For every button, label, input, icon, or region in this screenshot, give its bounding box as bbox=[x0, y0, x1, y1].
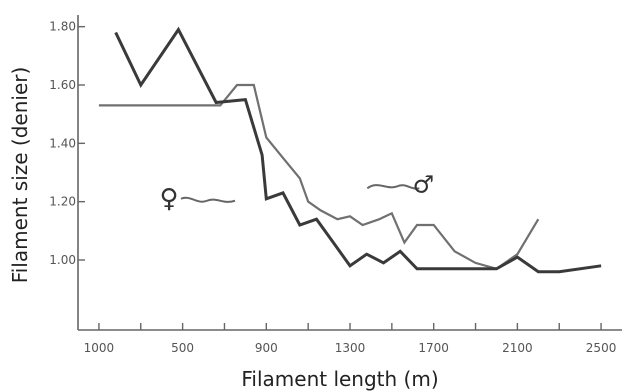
series-line-female bbox=[114, 26, 602, 274]
male-symbol: ♂ bbox=[413, 170, 435, 198]
x-tick-label: 1000 bbox=[84, 341, 115, 355]
y-tick-label: 1.40 bbox=[49, 136, 76, 150]
series-layer bbox=[98, 26, 602, 274]
y-axis-ticks: 1.00 1.20 1.40 1.60 1.80 bbox=[49, 20, 85, 267]
x-tick-label: 1300 bbox=[335, 341, 366, 355]
y-tick-label: 1.60 bbox=[49, 78, 76, 92]
male-squiggle-mark bbox=[366, 184, 420, 190]
y-tick-label: 1.00 bbox=[49, 253, 76, 267]
x-axis-ticks: 1000 500 900 1300 1700 2100 2500 bbox=[84, 323, 617, 355]
y-tick-label: 1.80 bbox=[49, 20, 76, 34]
y-axis-title: Filament size (denier) bbox=[8, 67, 32, 284]
x-tick-label: 2100 bbox=[502, 341, 533, 355]
female-squiggle-mark bbox=[180, 196, 236, 203]
male-annotation: ♂ bbox=[366, 170, 435, 198]
x-tick-label: 500 bbox=[171, 341, 194, 355]
x-tick-label: 1700 bbox=[418, 341, 449, 355]
x-tick-label: 2500 bbox=[586, 341, 617, 355]
series-line-male bbox=[98, 83, 540, 270]
y-tick-label: 1.20 bbox=[49, 195, 76, 209]
female-annotation: ♀ bbox=[159, 184, 236, 214]
annotation-layer: ♂♀ bbox=[159, 170, 434, 213]
female-symbol: ♀ bbox=[159, 184, 178, 214]
axes bbox=[77, 15, 622, 331]
x-tick-label: 900 bbox=[255, 341, 278, 355]
x-axis-title: Filament length (m) bbox=[241, 367, 438, 391]
